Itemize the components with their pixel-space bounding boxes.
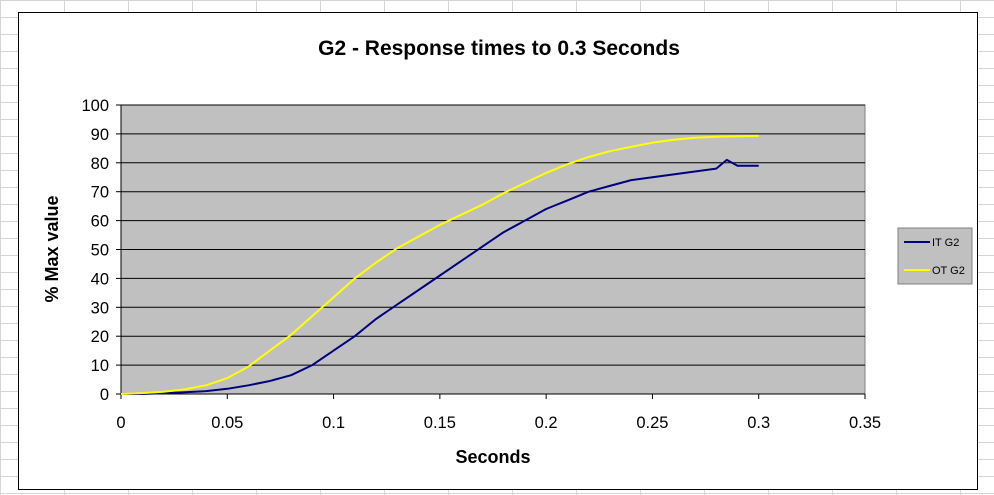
y-tick-label-8: 80: [91, 155, 109, 173]
y-axis-label: % Max value: [42, 195, 62, 302]
y-tick-label-1: 10: [91, 357, 109, 375]
x-axis-label: Seconds: [455, 447, 530, 467]
x-tick-label-4: 0.2: [535, 414, 558, 432]
x-tick-label-6: 0.3: [747, 414, 770, 432]
y-tick-label-3: 30: [91, 299, 109, 317]
y-tick-label-4: 40: [91, 270, 109, 288]
y-tick-label-0: 0: [100, 386, 109, 404]
axes: [116, 104, 866, 399]
x-tick-label-1: 0.05: [211, 414, 243, 432]
x-tick-labels: 0 0.05 0.1 0.15 0.2 0.25 0.3 0.35: [116, 414, 881, 432]
y-tick-label-7: 70: [91, 184, 109, 202]
y-tick-labels: 0 10 20 30 40 50 60 70 80 90 100: [81, 97, 109, 404]
y-tick-label-2: 20: [91, 328, 109, 346]
y-tick-label-10: 100: [81, 97, 109, 115]
y-tick-label-5: 50: [91, 242, 109, 260]
chart-svg: G2 - Response times to 0.3 Seconds 0 10 20…: [42, 37, 973, 467]
legend: IT G2 OT G2: [897, 227, 973, 285]
series-line-0: [121, 158, 759, 395]
x-tick-label-5: 0.25: [636, 414, 668, 432]
x-tick-label-0: 0: [116, 414, 125, 432]
y-tick-label-6: 60: [91, 213, 109, 231]
x-tick-label-3: 0.15: [424, 414, 456, 432]
chart-title: G2 - Response times to 0.3 Seconds: [318, 37, 680, 60]
y-tick-label-9: 90: [91, 126, 109, 144]
grid-lines: [121, 104, 865, 366]
legend-label-1: OT G2: [932, 265, 965, 277]
legend-box: [897, 227, 973, 285]
legend-label-0: IT G2: [932, 237, 959, 249]
series-lines: [120, 134, 759, 395]
x-tick-label-7: 0.35: [849, 414, 881, 432]
x-tick-label-2: 0.1: [322, 414, 345, 432]
series-line-1: [120, 134, 759, 395]
chart-area: G2 - Response times to 0.3 Seconds 0 10 20…: [18, 12, 978, 490]
